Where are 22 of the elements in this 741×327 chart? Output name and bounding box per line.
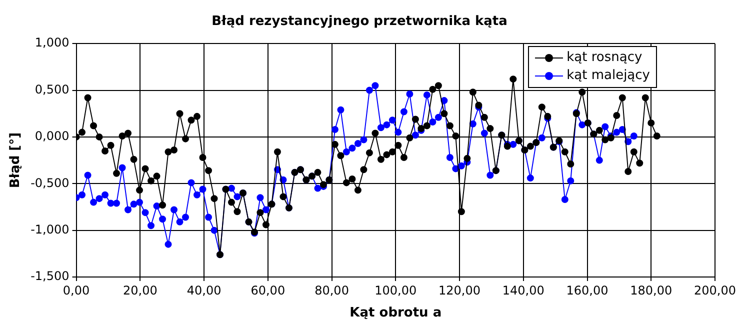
y-tick-label: -1,500 xyxy=(30,269,70,284)
x-tick-label: 0,00 xyxy=(62,283,90,298)
x-tick-label: 60,00 xyxy=(250,283,286,298)
x-tick-label: 80,00 xyxy=(314,283,349,298)
x-tick-label: 100,00 xyxy=(374,283,417,298)
x-tick-label: 140,00 xyxy=(502,283,544,298)
chart-title: Błąd rezystancyjnego przetwornika kąta xyxy=(212,14,508,30)
legend-label: kąt malejący xyxy=(566,67,650,85)
y-tick-label: 0,000 xyxy=(34,129,70,144)
x-tick-label: 160,00 xyxy=(566,283,608,298)
x-tick-label: 40,00 xyxy=(186,283,222,298)
x-tick-label: 120,00 xyxy=(438,283,481,298)
x-tick-label: 200,00 xyxy=(694,283,736,298)
x-axis-title: Kąt obrotu a xyxy=(350,306,442,321)
y-tick-label: 0,500 xyxy=(34,82,70,96)
y-tick-label: -1,000 xyxy=(30,222,70,236)
x-tick-label: 20,00 xyxy=(122,283,158,298)
x-tick-label: 180,00 xyxy=(630,283,672,298)
y-tick-label: -0,500 xyxy=(30,176,70,190)
y-tick-label: 1,000 xyxy=(34,36,70,50)
y-axis-title: Błąd [°] xyxy=(8,132,24,188)
legend-label: kąt rosnący xyxy=(566,49,642,67)
